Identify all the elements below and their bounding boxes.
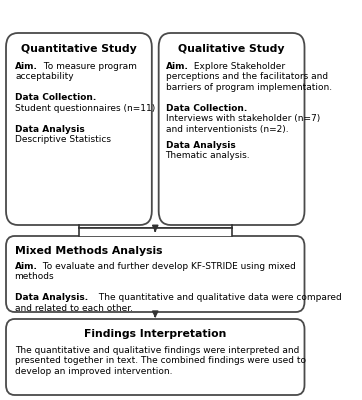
FancyBboxPatch shape (6, 33, 152, 225)
FancyBboxPatch shape (159, 33, 304, 225)
Text: Data Analysis.: Data Analysis. (14, 293, 88, 302)
Text: Findings Interpretation: Findings Interpretation (84, 329, 227, 339)
Bar (79, 228, 232, 236)
Text: To evaluate and further develop KF-STRIDE using mixed: To evaluate and further develop KF-STRID… (40, 262, 296, 271)
Text: Explore Stakeholder: Explore Stakeholder (191, 62, 285, 71)
FancyBboxPatch shape (6, 236, 304, 312)
Text: Student questionnaires (n=11): Student questionnaires (n=11) (16, 104, 156, 113)
Text: To measure program: To measure program (41, 62, 136, 71)
Text: Data Collection.: Data Collection. (165, 104, 247, 113)
Text: The quantitative and qualitative findings were interpreted and
presented togethe: The quantitative and qualitative finding… (14, 346, 306, 376)
Text: Data Analysis: Data Analysis (16, 125, 85, 134)
Text: Aim.: Aim. (16, 62, 38, 71)
Text: perceptions and the facilitators and: perceptions and the facilitators and (165, 72, 328, 81)
Text: and interventionists (n=2).: and interventionists (n=2). (165, 125, 288, 134)
Text: Mixed Methods Analysis: Mixed Methods Analysis (14, 246, 162, 256)
Text: Data Analysis: Data Analysis (165, 141, 235, 150)
Text: Interviews with stakeholder (n=7): Interviews with stakeholder (n=7) (165, 114, 320, 123)
Text: Qualitative Study: Qualitative Study (178, 44, 285, 54)
Text: methods: methods (14, 272, 54, 281)
Text: and related to each other.: and related to each other. (14, 304, 132, 313)
Text: Descriptive Statistics: Descriptive Statistics (16, 135, 111, 144)
Text: Aim.: Aim. (165, 62, 188, 71)
FancyBboxPatch shape (6, 319, 304, 395)
Text: barriers of program implementation.: barriers of program implementation. (165, 83, 332, 92)
Text: Quantitative Study: Quantitative Study (21, 44, 137, 54)
Text: Data Collection.: Data Collection. (16, 93, 97, 102)
Text: Aim.: Aim. (14, 262, 37, 271)
Text: Thematic analysis.: Thematic analysis. (165, 151, 250, 160)
Text: The quantitative and qualitative data were compared: The quantitative and qualitative data we… (96, 293, 341, 302)
Text: acceptability: acceptability (16, 72, 74, 81)
